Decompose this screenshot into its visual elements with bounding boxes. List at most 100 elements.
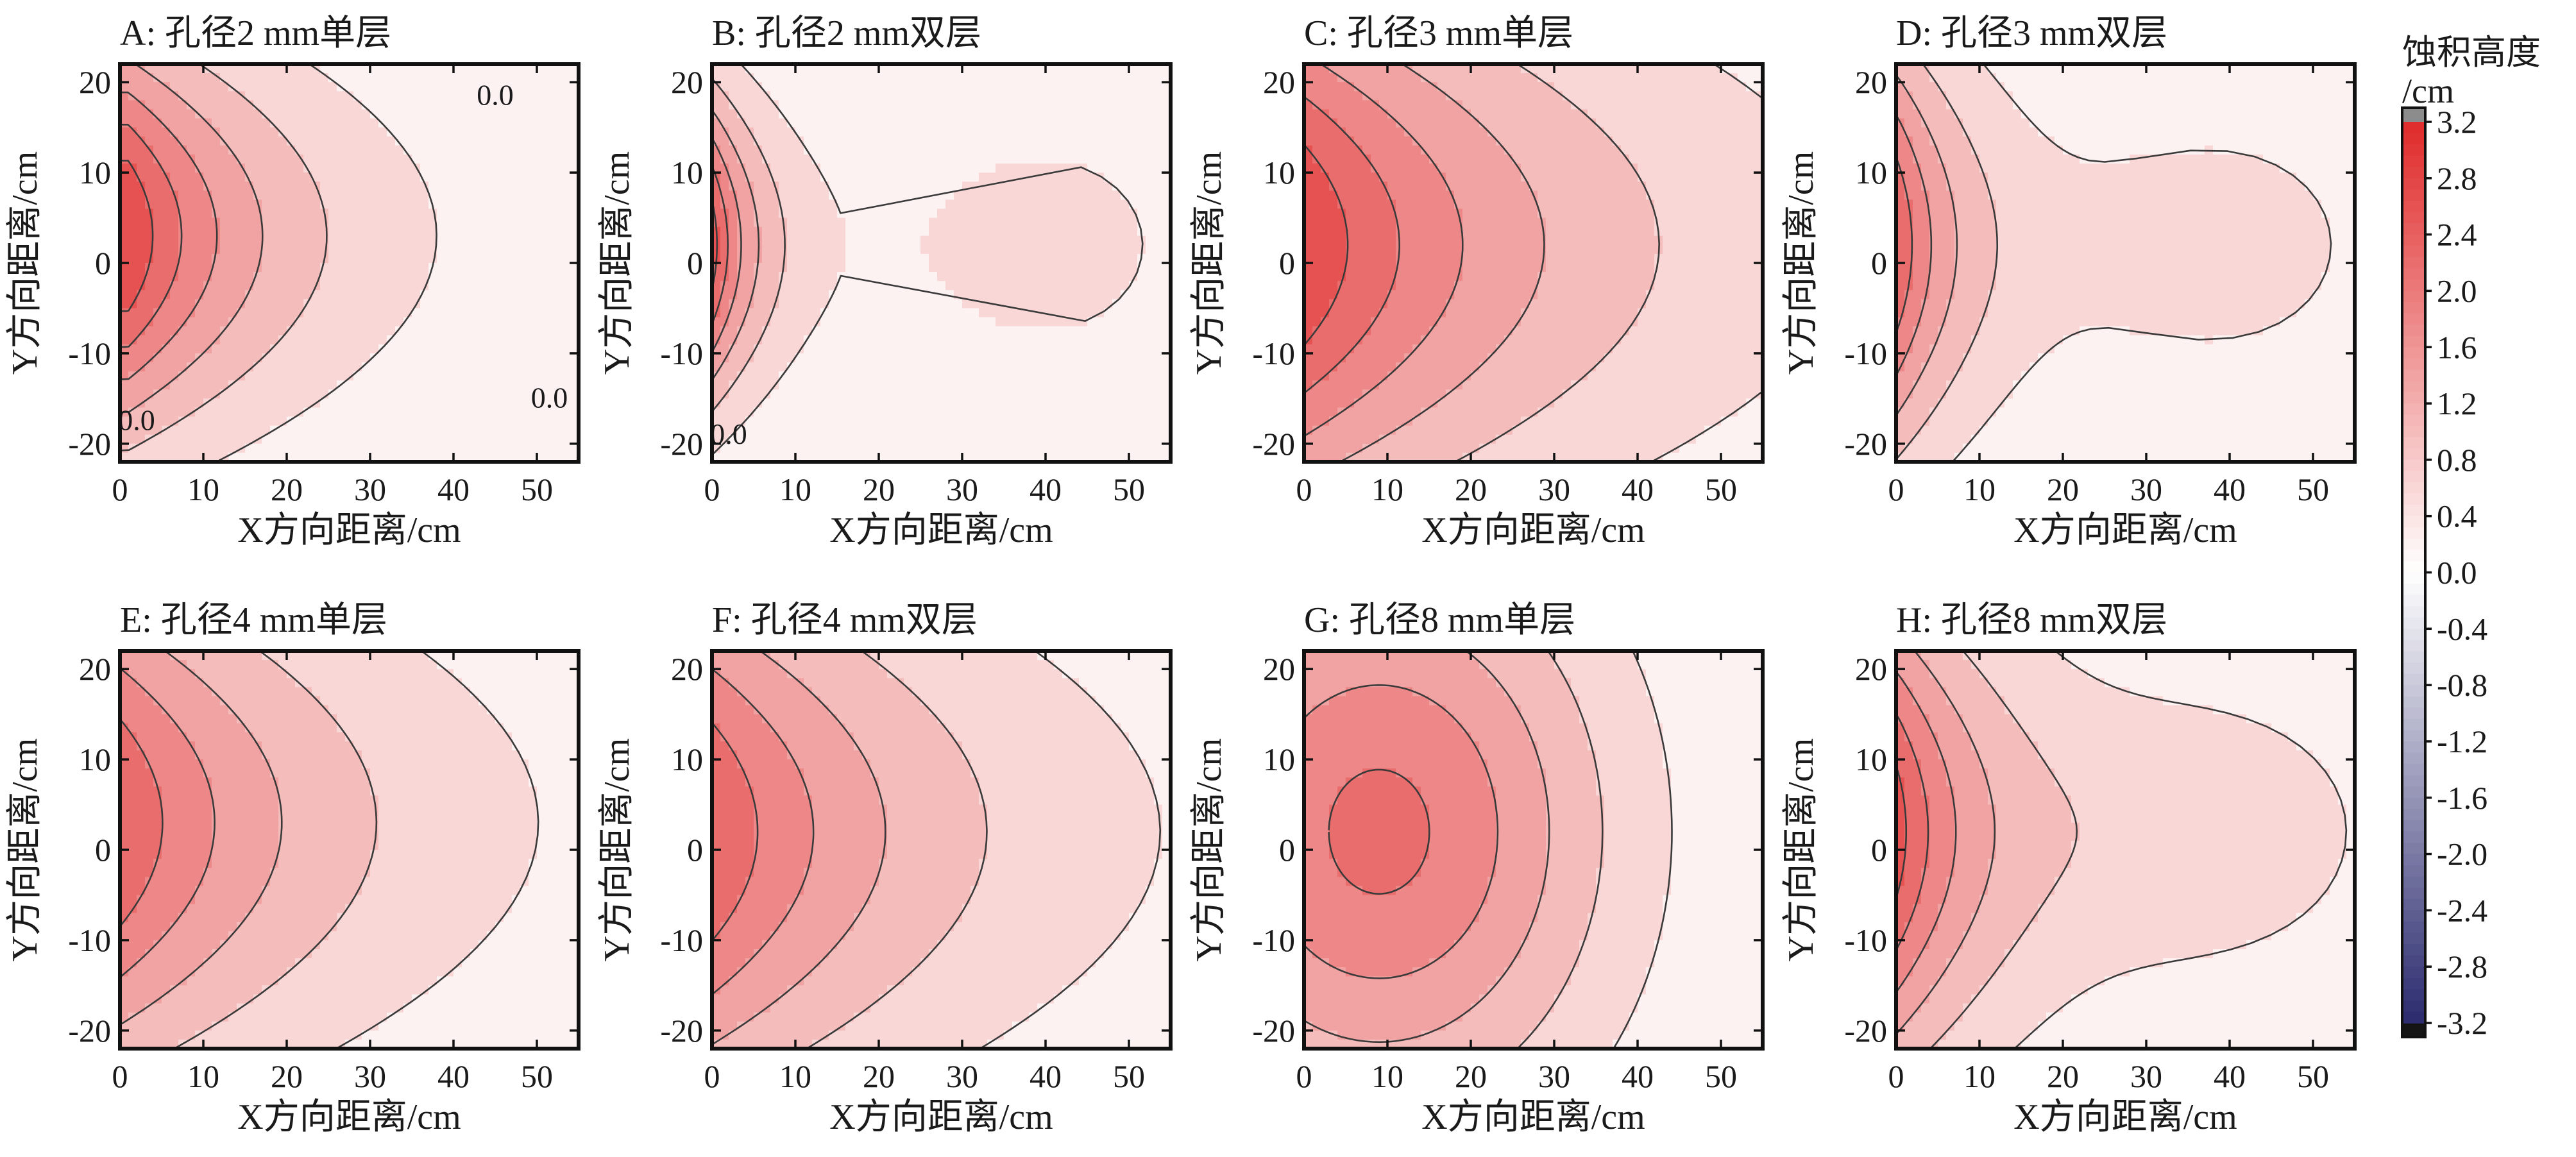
heatmap-cell: [187, 353, 196, 363]
heatmap-cell: [870, 389, 879, 399]
heatmap-cell: [970, 253, 979, 264]
heatmap-cell: [504, 371, 513, 381]
heatmap-cell: [829, 416, 838, 426]
heatmap-cell: [1154, 317, 1163, 327]
heatmap-cell: [1087, 82, 1096, 92]
heatmap-cell: [1071, 452, 1080, 462]
heatmap-cell: [862, 281, 871, 291]
heatmap-cell: [1029, 127, 1038, 137]
heatmap-cell: [278, 64, 287, 74]
heatmap-cell: [954, 407, 963, 418]
heatmap-cell: [387, 235, 396, 246]
heatmap-cell: [1004, 290, 1013, 300]
heatmap-cell: [1121, 326, 1130, 336]
heatmap-cell: [470, 398, 479, 409]
heatmap-cell: [312, 407, 321, 418]
heatmap-cell: [328, 335, 337, 345]
heatmap-cell: [779, 164, 788, 173]
heatmap-cell: [937, 136, 946, 146]
heatmap-cell: [996, 164, 1004, 173]
heatmap-cell: [120, 389, 129, 399]
heatmap-cell: [1096, 389, 1105, 399]
heatmap-cell: [929, 317, 938, 327]
heatmap-cell: [1046, 199, 1055, 210]
heatmap-cell: [979, 173, 988, 182]
heatmap-cell: [1096, 362, 1105, 372]
heatmap-cell: [278, 344, 287, 354]
heatmap-cell: [554, 244, 563, 255]
heatmap-cell: [962, 109, 971, 119]
heatmap-cell: [1029, 217, 1038, 228]
heatmap-cell: [787, 136, 796, 146]
heatmap-cell: [1079, 398, 1088, 409]
heatmap-cell: [362, 452, 371, 462]
heatmap-cell: [795, 317, 804, 327]
heatmap-cell: [1129, 371, 1138, 381]
heatmap-cell: [337, 398, 346, 409]
heatmap-cell: [278, 452, 287, 462]
heatmap-cell: [245, 335, 254, 345]
heatmap-cell: [328, 425, 337, 435]
heatmap-cell: [1146, 226, 1155, 237]
heatmap-cell: [312, 362, 321, 372]
heatmap-cell: [253, 317, 262, 327]
heatmap-cell: [328, 136, 337, 146]
heatmap-cell: [762, 253, 771, 264]
heatmap-cell: [137, 443, 146, 453]
heatmap-cell: [195, 64, 204, 74]
heatmap-cell: [328, 434, 337, 444]
heatmap-cell: [370, 109, 379, 119]
heatmap-cell: [362, 263, 371, 273]
heatmap-cell: [804, 199, 813, 210]
heatmap-cell: [145, 136, 154, 146]
heatmap-cell: [954, 190, 963, 200]
heatmap-cell: [295, 389, 304, 399]
heatmap-cell: [996, 344, 1004, 354]
heatmap-cell: [178, 190, 187, 200]
heatmap-cell: [187, 452, 196, 462]
heatmap-cell: [195, 317, 204, 327]
heatmap-cell: [804, 389, 813, 399]
heatmap-cell: [795, 308, 804, 318]
heatmap-cell: [1129, 380, 1138, 390]
heatmap-cell: [504, 344, 513, 354]
heatmap-cell: [812, 434, 821, 444]
heatmap-cell: [762, 145, 771, 155]
heatmap-cell: [278, 299, 287, 309]
heatmap-cell: [187, 118, 196, 128]
heatmap-cell: [353, 344, 362, 354]
heatmap-cell: [153, 443, 162, 453]
heatmap-cell: [979, 91, 988, 101]
heatmap-cell: [1037, 416, 1046, 426]
heatmap-cell: [779, 64, 788, 74]
contour-label: 0.0: [477, 78, 514, 111]
heatmap-cell: [370, 208, 379, 219]
heatmap-cell: [945, 317, 954, 327]
heatmap-cell: [970, 118, 979, 128]
heatmap-cell: [353, 164, 362, 173]
heatmap-cell: [137, 416, 146, 426]
heatmap-cell: [395, 235, 404, 246]
heatmap-cell: [353, 91, 362, 101]
heatmap-cell: [1129, 109, 1138, 119]
heatmap-cell: [895, 190, 904, 200]
heatmap-cell: [1154, 91, 1163, 101]
heatmap-cell: [445, 164, 454, 173]
heatmap-cell: [1121, 244, 1130, 255]
heatmap-cell: [1004, 317, 1013, 327]
heatmap-cell: [170, 118, 179, 128]
heatmap-cell: [804, 182, 813, 191]
heatmap-cell: [153, 452, 162, 462]
heatmap-cell: [804, 317, 813, 327]
heatmap-cell: [470, 317, 479, 327]
heatmap-cell: [837, 263, 846, 273]
heatmap-cell: [328, 344, 337, 354]
heatmap-cell: [762, 425, 771, 435]
heatmap-cell: [979, 82, 988, 92]
heatmap-cell: [1046, 326, 1055, 336]
heatmap-cell: [979, 434, 988, 444]
heatmap-cell: [879, 416, 888, 426]
heatmap-cell: [779, 226, 788, 237]
heatmap-cell: [912, 398, 921, 409]
heatmap-cell: [295, 136, 304, 146]
